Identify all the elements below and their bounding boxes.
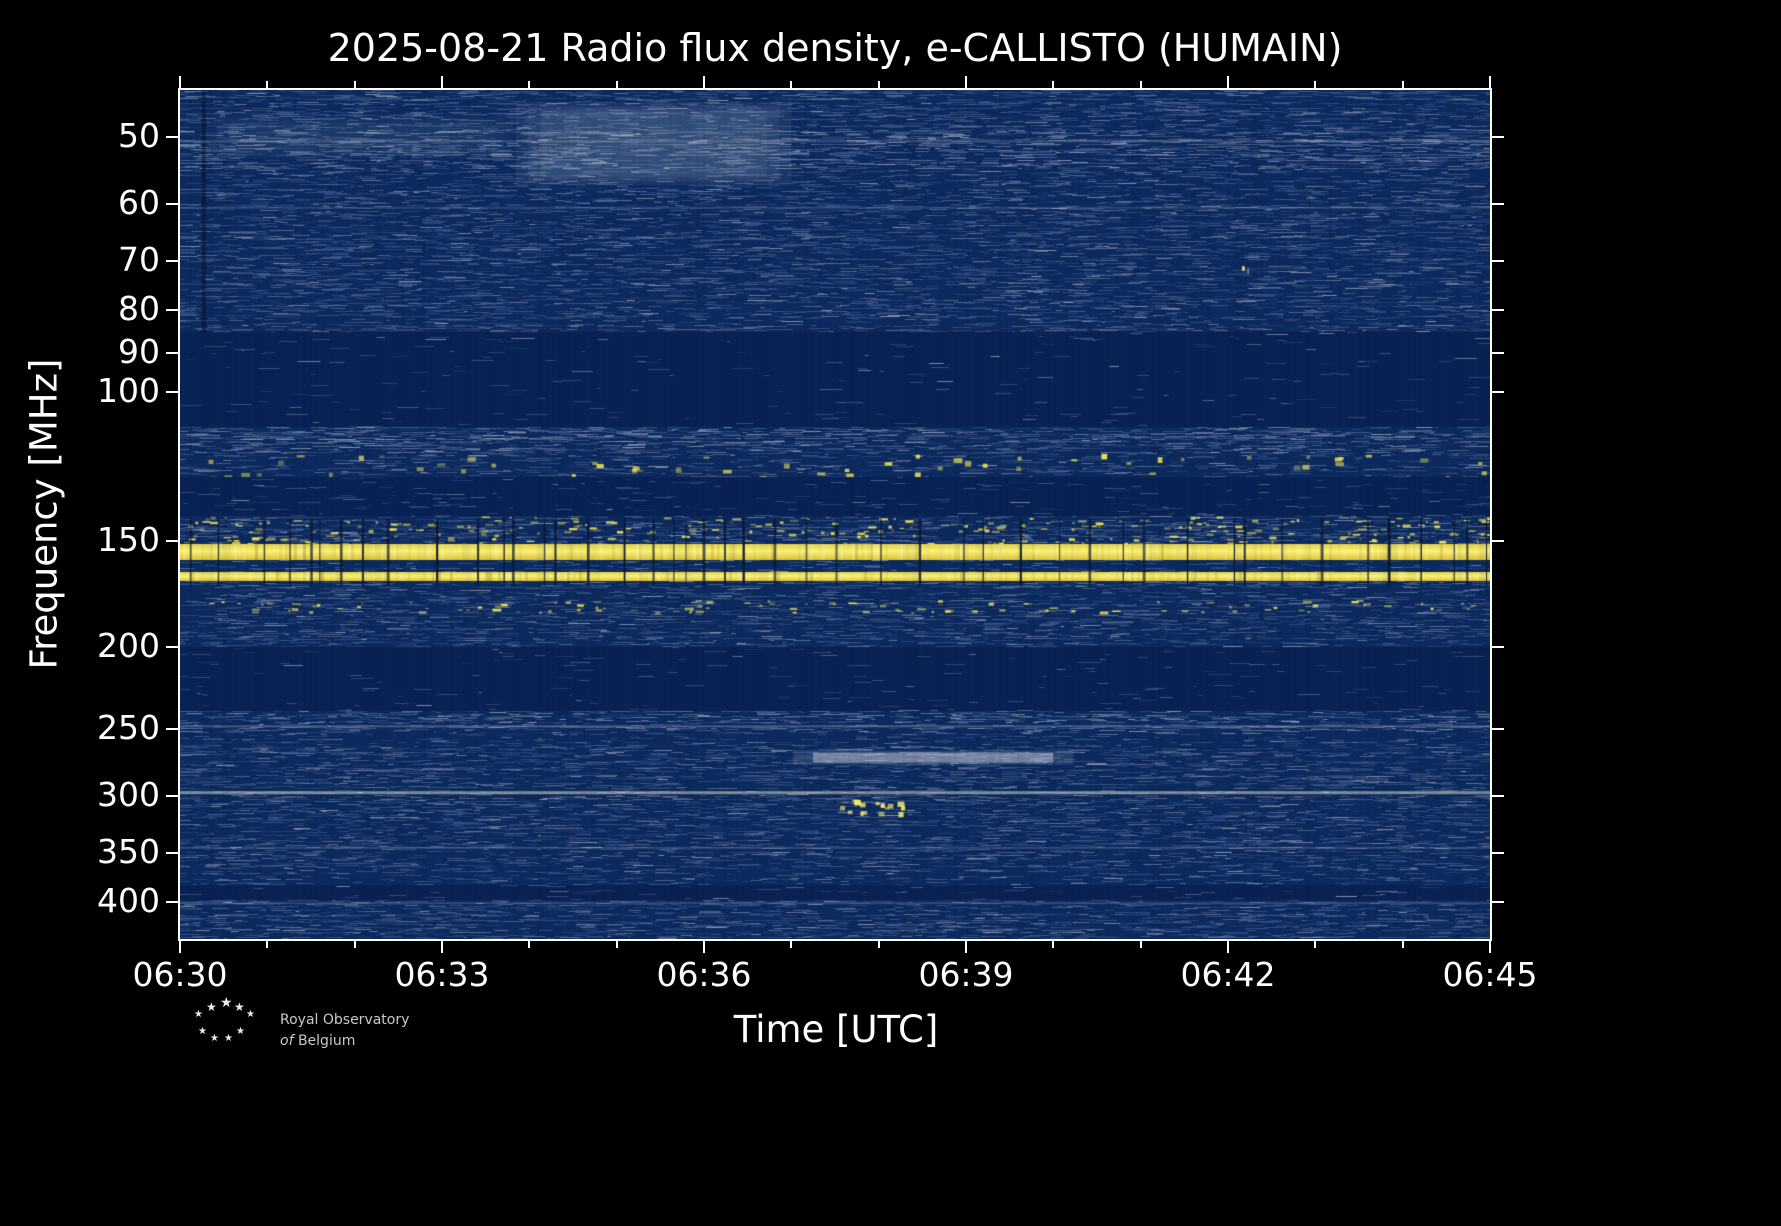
x-tick-label: 06:45 [1442, 955, 1538, 994]
spectrogram-canvas [180, 90, 1490, 939]
y-tick-label: 50 [118, 116, 160, 156]
star-icon: ★ [234, 1000, 245, 1014]
x-minor-tick [1052, 81, 1055, 88]
x-major-tick [441, 941, 443, 953]
y-major-tick [1492, 352, 1504, 355]
x-axis-label: Time [UTC] [733, 1008, 939, 1051]
rob-logo-line2: of Belgium [280, 1031, 409, 1052]
x-major-tick [703, 76, 705, 88]
star-icon: ★ [194, 1009, 203, 1020]
y-major-tick [1492, 901, 1504, 904]
rob-logo-text: Royal Observatory of Belgium [280, 1010, 409, 1052]
y-major-tick [1492, 391, 1504, 394]
y-major-tick [1492, 728, 1504, 731]
y-major-tick [1492, 852, 1504, 855]
x-major-tick [179, 941, 181, 953]
y-tick-label: 250 [97, 708, 160, 748]
x-minor-tick [877, 941, 880, 948]
y-tick-label: 80 [118, 288, 160, 328]
y-tick-label: 350 [97, 832, 160, 872]
x-major-tick [179, 76, 181, 88]
rob-logo-line1: Royal Observatory [280, 1012, 410, 1028]
y-major-tick [166, 352, 178, 355]
x-minor-tick [790, 941, 793, 948]
x-minor-tick [615, 81, 618, 88]
y-major-tick [1492, 203, 1504, 206]
x-major-tick [1489, 76, 1491, 88]
y-tick-label: 400 [97, 881, 160, 921]
y-major-tick [166, 728, 178, 731]
x-minor-tick [615, 941, 618, 948]
star-icon: ★ [206, 1000, 217, 1014]
y-major-tick [166, 391, 178, 394]
x-minor-tick [266, 941, 269, 948]
y-major-tick [1492, 795, 1504, 798]
y-major-tick [166, 540, 178, 543]
x-minor-tick [266, 81, 269, 88]
x-major-tick [965, 941, 967, 953]
x-tick-label: 06:33 [394, 955, 490, 994]
x-tick-label: 06:36 [656, 955, 752, 994]
x-minor-tick [790, 81, 793, 88]
x-major-tick [1227, 941, 1229, 953]
y-major-tick [1492, 136, 1504, 139]
y-major-tick [166, 852, 178, 855]
y-tick-label: 300 [97, 775, 160, 815]
star-icon: ★ [210, 1033, 219, 1044]
y-major-tick [1492, 540, 1504, 543]
x-minor-tick [877, 81, 880, 88]
rob-logo-of: of [280, 1033, 294, 1049]
x-tick-label: 06:42 [1180, 955, 1276, 994]
y-major-tick [166, 136, 178, 139]
rob-logo: ★ ★ ★ ★ ★ ★ ★ ★ ★ Royal Observatory of Belgium [186, 996, 486, 1060]
x-major-tick [1227, 76, 1229, 88]
rob-logo-stars-icon: ★ ★ ★ ★ ★ ★ ★ ★ ★ [186, 996, 266, 1051]
x-major-tick [441, 76, 443, 88]
x-major-tick [703, 941, 705, 953]
chart-title: 2025-08-21 Radio flux density, e-CALLIST… [327, 26, 1343, 70]
x-tick-label: 06:30 [132, 955, 228, 994]
y-major-tick [166, 308, 178, 311]
star-icon: ★ [224, 1033, 233, 1044]
y-major-tick [166, 259, 178, 262]
x-minor-tick [1401, 81, 1404, 88]
x-minor-tick [1401, 941, 1404, 948]
x-minor-tick [1314, 941, 1317, 948]
y-major-tick [166, 646, 178, 649]
x-major-tick [965, 76, 967, 88]
star-icon: ★ [198, 1026, 207, 1037]
y-tick-label: 70 [118, 239, 160, 279]
rob-logo-belgium: Belgium [297, 1033, 356, 1049]
star-icon: ★ [236, 1026, 245, 1037]
x-minor-tick [353, 81, 356, 88]
y-major-tick [1492, 646, 1504, 649]
x-minor-tick [1139, 941, 1142, 948]
x-tick-label: 06:39 [918, 955, 1014, 994]
y-tick-label: 60 [118, 183, 160, 223]
x-major-tick [1489, 941, 1491, 953]
star-icon: ★ [246, 1009, 255, 1020]
x-minor-tick [1052, 941, 1055, 948]
x-minor-tick [1139, 81, 1142, 88]
y-major-tick [166, 203, 178, 206]
y-major-tick [1492, 259, 1504, 262]
x-minor-tick [528, 941, 531, 948]
plot-frame [178, 88, 1492, 941]
x-minor-tick [1314, 81, 1317, 88]
x-minor-tick [528, 81, 531, 88]
y-major-tick [166, 795, 178, 798]
star-icon: ★ [220, 995, 233, 1011]
x-minor-tick [353, 941, 356, 948]
y-major-tick [1492, 308, 1504, 311]
y-axis-label: Frequency [MHz] [22, 358, 66, 670]
y-major-tick [166, 901, 178, 904]
